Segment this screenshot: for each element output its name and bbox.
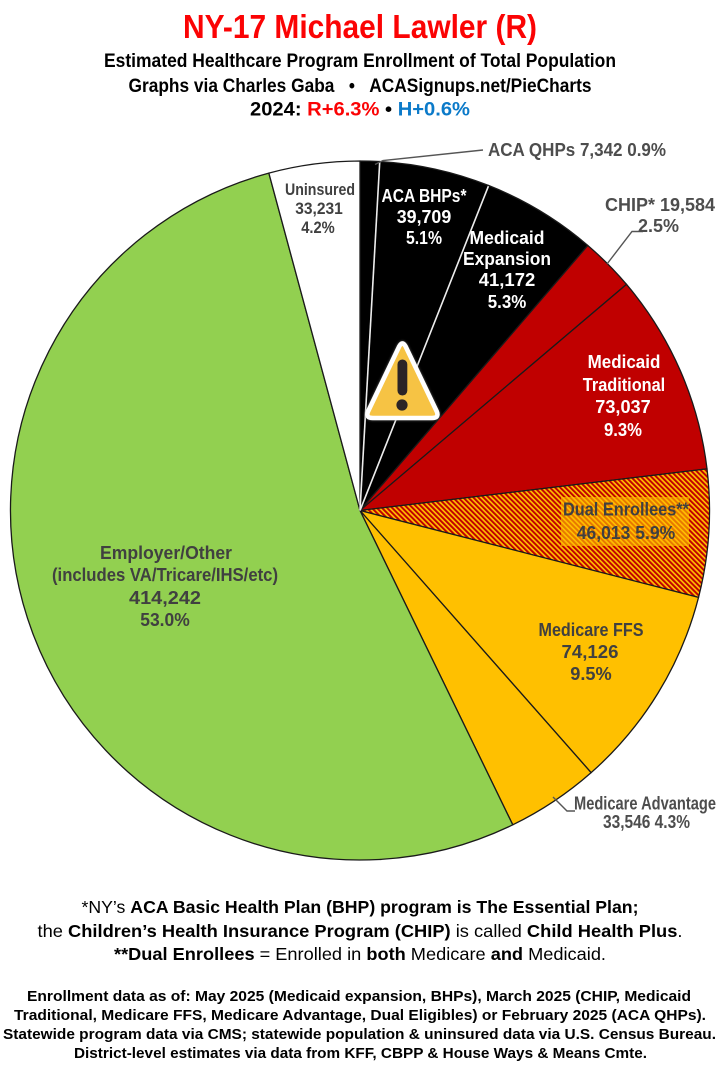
svg-text:District-level estimates via d: District-level estimates via data from K…: [74, 1046, 647, 1062]
svg-text:9.3%: 9.3%: [604, 420, 642, 440]
svg-text:ACA BHPs*: ACA BHPs*: [382, 186, 467, 206]
svg-text:9.5%: 9.5%: [570, 664, 612, 684]
svg-text:Expansion: Expansion: [463, 249, 551, 269]
svg-text:**Dual Enrollees = Enrolled in: **Dual Enrollees = Enrolled in both Medi…: [114, 944, 606, 964]
svg-text:4.2%: 4.2%: [301, 218, 335, 237]
svg-text:74,126: 74,126: [562, 642, 619, 662]
svg-text:CHIP* 19,584: CHIP* 19,584: [605, 195, 715, 215]
svg-text:*NY’s ACA Basic Health Plan (B: *NY’s ACA Basic Health Plan (BHP) progra…: [82, 897, 639, 917]
svg-text:41,172: 41,172: [479, 270, 536, 290]
svg-text:Enrollment data as of: May 202: Enrollment data as of: May 2025 (Medicai…: [27, 989, 691, 1005]
svg-text:33,546 4.3%: 33,546 4.3%: [603, 812, 690, 832]
svg-text:414,242: 414,242: [129, 588, 201, 608]
svg-text:2.5%: 2.5%: [638, 216, 679, 236]
svg-text:Traditional, Medicare FFS, Med: Traditional, Medicare FFS, Medicare Adva…: [14, 1008, 706, 1024]
svg-text:5.3%: 5.3%: [488, 292, 527, 312]
svg-text:(includes VA/Tricare/IHS/etc): (includes VA/Tricare/IHS/etc): [52, 565, 278, 585]
svg-text:Statewide program data via CMS: Statewide program data via CMS; statewid…: [3, 1027, 716, 1043]
svg-text:46,013 5.9%: 46,013 5.9%: [577, 523, 676, 543]
svg-text:39,709: 39,709: [397, 207, 452, 227]
svg-text:Medicaid: Medicaid: [588, 352, 661, 372]
svg-text:Employer/Other: Employer/Other: [100, 543, 232, 563]
svg-text:Estimated Healthcare Program E: Estimated Healthcare Program Enrollment …: [104, 50, 616, 72]
svg-text:33,231: 33,231: [295, 199, 343, 218]
svg-text:53.0%: 53.0%: [140, 610, 190, 630]
svg-text:Medicaid: Medicaid: [470, 228, 545, 248]
svg-text:Medicare Advantage: Medicare Advantage: [574, 794, 716, 814]
svg-text:Graphs via Charles Gaba •: Graphs via Charles Gaba • ACASignups.net…: [129, 75, 592, 97]
svg-text:Dual Enrollees**: Dual Enrollees**: [563, 500, 689, 520]
svg-text:73,037: 73,037: [595, 397, 651, 417]
svg-text:Uninsured: Uninsured: [285, 180, 355, 199]
svg-text:5.1%: 5.1%: [406, 228, 442, 248]
svg-text:ACA QHPs 7,342 0.9%: ACA QHPs 7,342 0.9%: [488, 140, 666, 160]
svg-text:NY-17 Michael Lawler (R): NY-17 Michael Lawler (R): [183, 8, 537, 45]
svg-text:Medicare FFS: Medicare FFS: [539, 620, 644, 640]
svg-text:Traditional: Traditional: [583, 375, 665, 395]
svg-text:2024: R+6.3% • H+0.6%: 2024: R+6.3% • H+0.6%: [250, 99, 470, 121]
svg-text:the Children’s Health Insuranc: the Children’s Health Insurance Program …: [38, 921, 683, 941]
